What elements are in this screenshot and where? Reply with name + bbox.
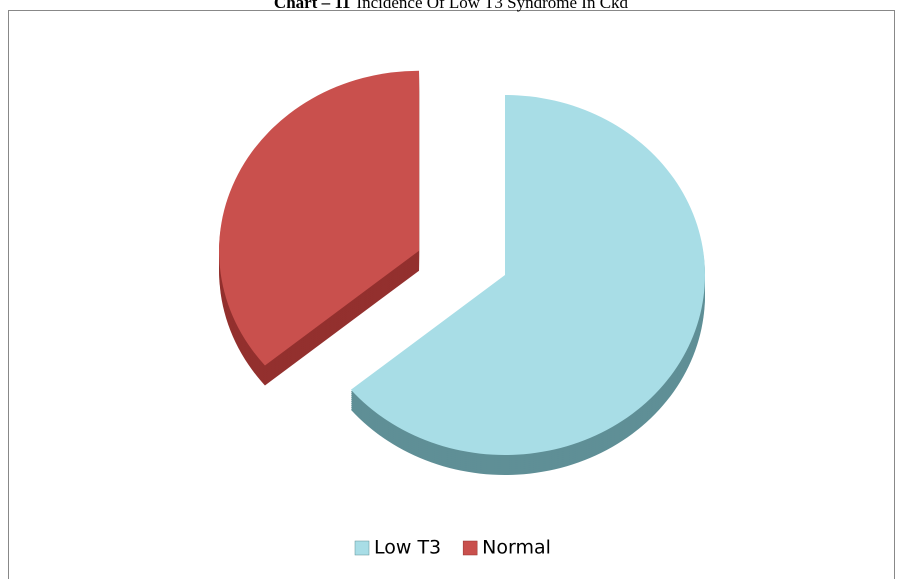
- legend-label: Low T3: [374, 537, 441, 559]
- slice: [350, 95, 705, 455]
- legend-swatch: [354, 540, 370, 556]
- slice: [219, 70, 420, 366]
- chart-title: Chart – 11 Incidence Of Low T3 Syndrome I…: [274, 0, 629, 12]
- legend-label: Normal: [482, 537, 551, 559]
- legend: Low T3 Normal: [354, 537, 551, 559]
- legend-swatch: [462, 540, 478, 556]
- chart-frame: [8, 10, 895, 579]
- pie: [219, 70, 705, 475]
- chart-title-text: Incidence Of Low T3 Syndrome In Ckd: [356, 0, 628, 12]
- chart-number: Chart – 11: [274, 0, 351, 12]
